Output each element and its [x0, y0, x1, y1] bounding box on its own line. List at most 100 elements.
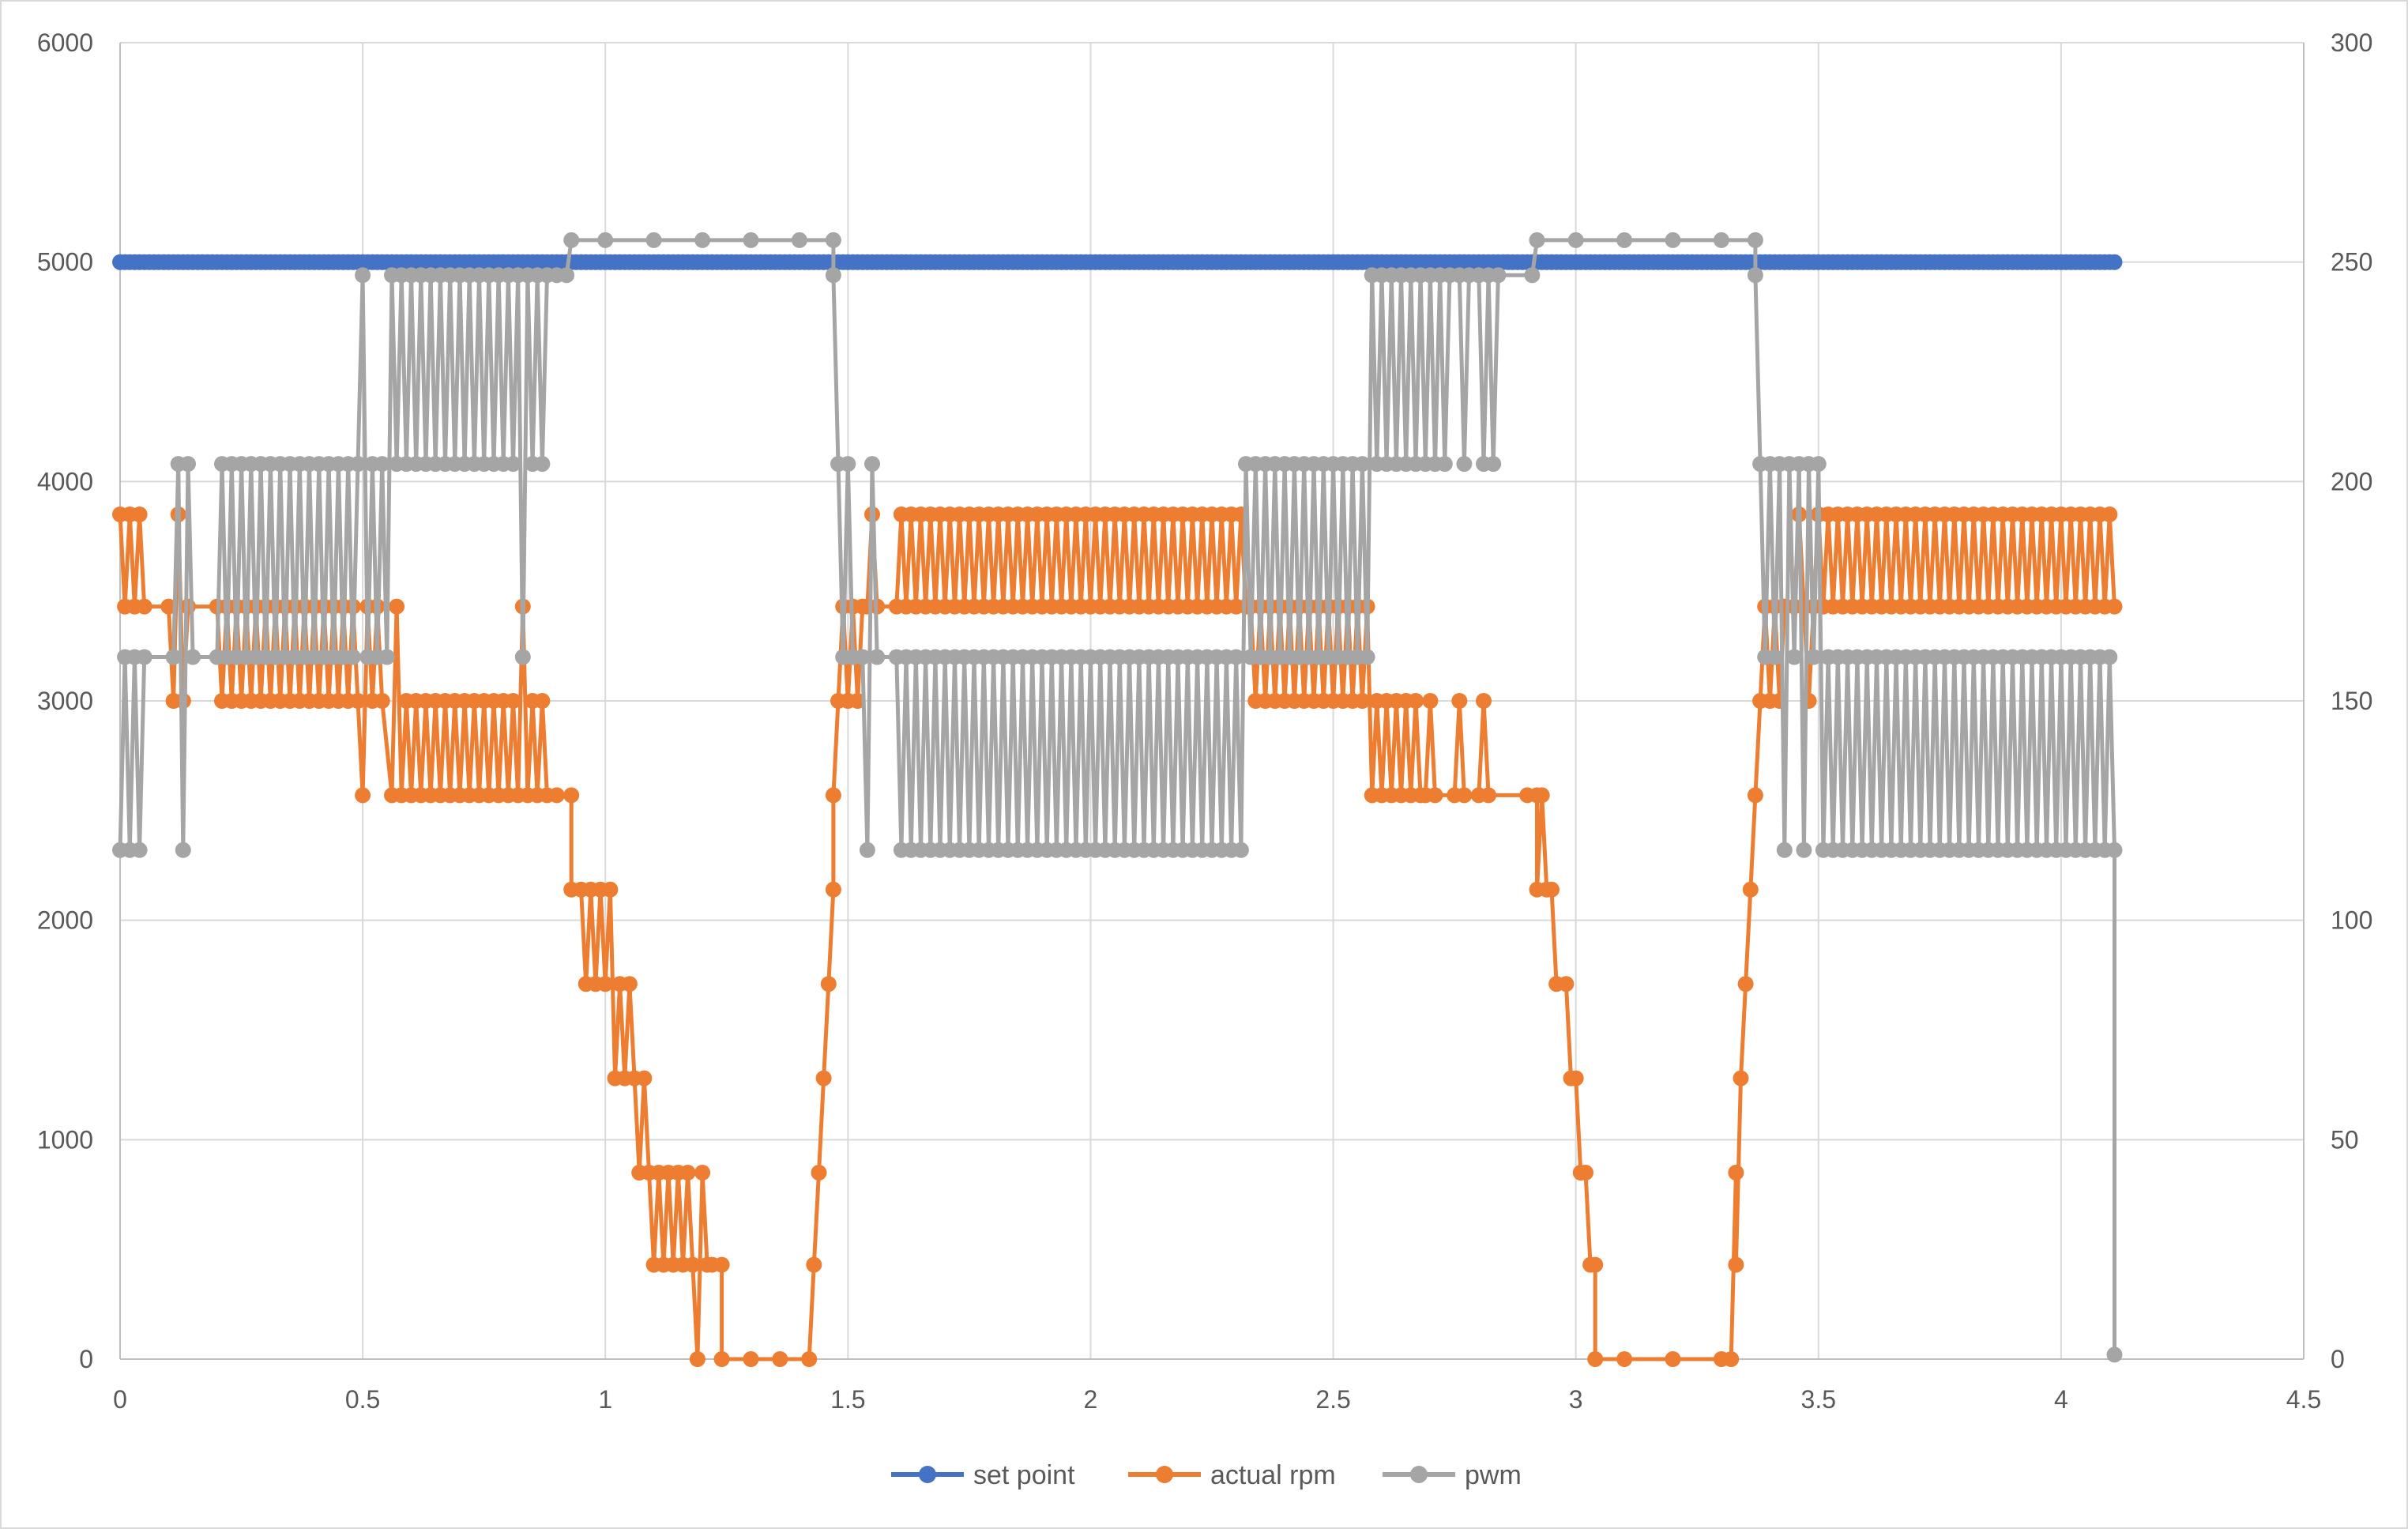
data-point	[1733, 1070, 1749, 1086]
legend-entry: actual rpm	[1128, 1460, 1336, 1490]
y-right-tick-label: 100	[2331, 906, 2372, 935]
data-point	[1747, 267, 1763, 284]
data-point	[378, 649, 395, 665]
axes: 0100020003000400050006000050100150200250…	[37, 28, 2373, 1414]
data-point	[825, 267, 841, 284]
data-point	[1805, 649, 1822, 665]
data-point	[801, 1351, 818, 1367]
data-point	[1481, 787, 1497, 804]
data-point	[1766, 649, 1783, 665]
series-layer	[112, 232, 2123, 1367]
x-tick-label: 4.5	[2286, 1385, 2321, 1414]
data-point	[806, 1256, 822, 1273]
data-point	[1558, 976, 1575, 992]
y-left-tick-label: 2000	[37, 906, 93, 935]
data-point	[1567, 232, 1584, 248]
data-point	[2106, 254, 2123, 270]
data-point	[1427, 787, 1443, 804]
data-point	[859, 842, 875, 858]
y-right-tick-label: 300	[2331, 28, 2372, 57]
data-point	[864, 456, 880, 473]
series-actual-rpm	[112, 507, 2123, 1367]
data-point	[694, 232, 711, 248]
legend-label: pwm	[1465, 1460, 1522, 1490]
data-point	[772, 1351, 788, 1367]
series-set-point	[112, 254, 2123, 270]
data-point	[1728, 1256, 1744, 1273]
x-tick-label: 1.5	[830, 1385, 865, 1414]
data-point	[1354, 456, 1371, 473]
y-left-tick-label: 0	[79, 1345, 93, 1373]
data-point	[2106, 598, 2123, 615]
data-point	[1456, 456, 1473, 473]
data-point	[1587, 1351, 1604, 1367]
data-point	[854, 649, 871, 665]
x-tick-label: 0.5	[345, 1385, 380, 1414]
data-point	[636, 1070, 653, 1086]
data-point	[1786, 649, 1803, 665]
x-tick-label: 2	[1084, 1385, 1098, 1414]
data-point	[1665, 1351, 1681, 1367]
data-point	[355, 787, 371, 804]
x-tick-label: 1	[598, 1385, 612, 1414]
data-point	[1578, 1165, 1593, 1181]
data-point	[131, 842, 148, 858]
data-point	[1742, 881, 1759, 898]
series-pwm	[112, 232, 2123, 1363]
data-point	[1422, 693, 1439, 709]
data-point	[165, 649, 182, 665]
data-point	[689, 1351, 705, 1367]
data-point	[1232, 842, 1249, 858]
x-tick-label: 2.5	[1315, 1385, 1350, 1414]
data-point	[825, 787, 841, 804]
y-left-tick-label: 3000	[37, 687, 93, 715]
y-right-tick-label: 150	[2331, 687, 2372, 715]
legend-swatch-marker	[1156, 1466, 1173, 1483]
data-point	[597, 976, 614, 992]
data-point	[645, 232, 662, 248]
legend-label: set point	[973, 1460, 1075, 1490]
data-point	[840, 456, 856, 473]
data-point	[131, 507, 148, 522]
data-point	[1359, 649, 1375, 665]
data-point	[534, 693, 551, 709]
data-point	[548, 787, 565, 804]
data-point	[160, 598, 177, 615]
x-tick-label: 3.5	[1801, 1385, 1836, 1414]
data-point	[1747, 787, 1763, 804]
legend-swatch-marker	[919, 1466, 936, 1483]
data-point	[1723, 1351, 1740, 1367]
data-point	[2106, 842, 2123, 858]
data-point	[355, 267, 371, 284]
data-point	[713, 1256, 730, 1273]
data-point	[1354, 693, 1371, 709]
data-point	[1665, 232, 1681, 248]
data-point	[1228, 649, 1244, 665]
data-point	[374, 693, 390, 709]
legend-swatch-marker	[1410, 1466, 1428, 1483]
data-point	[694, 1165, 711, 1181]
data-point	[713, 1351, 730, 1367]
data-point	[811, 1165, 827, 1181]
data-point	[1408, 693, 1424, 709]
data-point	[136, 649, 152, 665]
y-right-tick-label: 200	[2331, 467, 2372, 495]
data-point	[1529, 232, 1545, 248]
y-right-tick-label: 250	[2331, 248, 2372, 277]
data-point	[621, 976, 638, 992]
y-right-tick-label: 50	[2331, 1125, 2359, 1154]
data-point	[820, 976, 837, 992]
data-point	[791, 232, 807, 248]
legend-label: actual rpm	[1210, 1460, 1336, 1490]
legend-entry: pwm	[1383, 1460, 1522, 1490]
data-point	[2101, 649, 2118, 665]
y-left-tick-label: 1000	[37, 1125, 93, 1154]
data-point	[1776, 842, 1793, 858]
data-point	[1728, 1165, 1744, 1181]
data-point	[679, 1165, 696, 1181]
data-point	[1587, 1256, 1604, 1273]
data-point	[1810, 456, 1827, 473]
data-point	[2106, 1346, 2123, 1363]
